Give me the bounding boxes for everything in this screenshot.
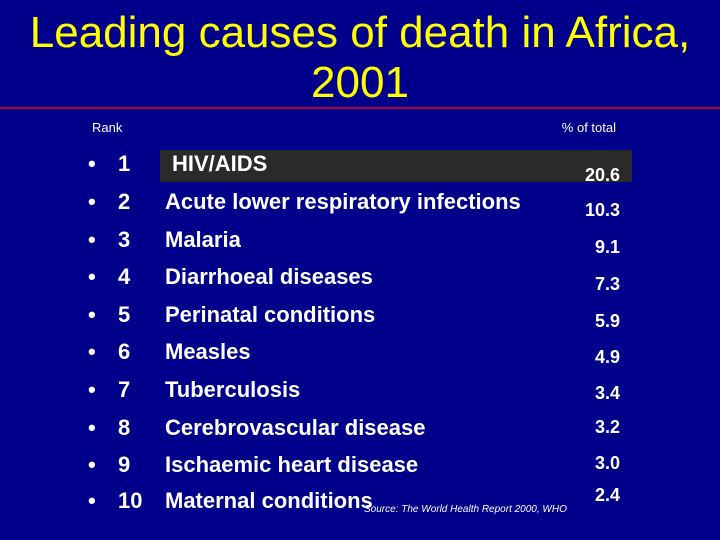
cause-label: Diarrhoeal diseases	[165, 264, 373, 289]
rank-number: 6	[118, 339, 131, 364]
list-item: • 5 Perinatal conditions 5.9	[0, 302, 720, 338]
bullet: •	[88, 415, 96, 440]
bullet: •	[88, 189, 96, 214]
rank-number: 8	[118, 415, 131, 440]
list-item: • 7 Tuberculosis 3.4	[0, 377, 720, 413]
cause-label: Acute lower respiratory infections	[165, 189, 521, 214]
percent-value: 3.2	[594, 417, 620, 437]
percent-value: 4.9	[594, 347, 620, 367]
source-citation: Source: The World Health Report 2000, WH…	[364, 504, 567, 515]
list-item: • 10 Maternal conditions 2.4	[0, 485, 720, 524]
rank-number: 9	[118, 452, 131, 477]
rank-number: 1	[118, 151, 131, 176]
cause-label: Maternal conditions	[165, 488, 373, 513]
list-item: • 8 Cerebrovascular disease 3.2	[0, 415, 720, 451]
title-divider	[0, 107, 720, 109]
bullet: •	[88, 488, 96, 513]
cause-label: HIV/AIDS	[172, 151, 268, 176]
bullet: •	[88, 339, 96, 364]
title-line-2: 2001	[311, 58, 409, 107]
cause-label: Perinatal conditions	[165, 302, 376, 327]
cause-label: Tuberculosis	[165, 377, 301, 402]
bullet: •	[88, 227, 96, 252]
percent-value: 7.3	[594, 274, 620, 294]
slide-title: Leading causes of death in Africa, 2001	[0, 8, 720, 108]
bullet: •	[88, 151, 96, 176]
top-row-highlight	[160, 150, 632, 182]
percent-value: 3.4	[594, 383, 620, 403]
list-item: • 6 Measles 4.9	[0, 339, 720, 375]
bullet: •	[88, 302, 96, 327]
rank-number: 5	[118, 302, 131, 327]
list-item: • 4 Diarrhoeal diseases 7.3	[0, 264, 720, 300]
cause-label: Malaria	[165, 227, 241, 252]
rank-number: 3	[118, 227, 131, 252]
percent-header: % of total	[561, 120, 616, 135]
bullet: •	[88, 377, 96, 402]
bullet: •	[88, 264, 96, 289]
rank-number: 7	[118, 377, 131, 402]
cause-label: Ischaemic heart disease	[165, 452, 419, 477]
rank-number: 10	[118, 488, 143, 513]
bullet: •	[88, 452, 96, 477]
percent-value: 2.4	[594, 485, 620, 505]
list-item: • 3 Malaria 9.1	[0, 227, 720, 263]
list-item: • 1 HIV/AIDS 20.6	[0, 151, 720, 187]
percent-value: 9.1	[594, 237, 620, 257]
percent-value: 3.0	[594, 453, 620, 473]
rank-number: 2	[118, 189, 131, 214]
percent-value: 20.6	[584, 165, 620, 185]
list-item: • 2 Acute lower respiratory infections 1…	[0, 189, 720, 225]
cause-label: Measles	[165, 339, 251, 364]
percent-value: 10.3	[584, 200, 620, 220]
title-line-1: Leading causes of death in Africa,	[29, 8, 691, 57]
cause-label: Cerebrovascular disease	[165, 415, 426, 440]
list-item: • 9 Ischaemic heart disease 3.0	[0, 452, 720, 488]
rank-header: Rank	[92, 120, 123, 135]
rank-number: 4	[118, 264, 131, 289]
percent-value: 5.9	[594, 311, 620, 331]
